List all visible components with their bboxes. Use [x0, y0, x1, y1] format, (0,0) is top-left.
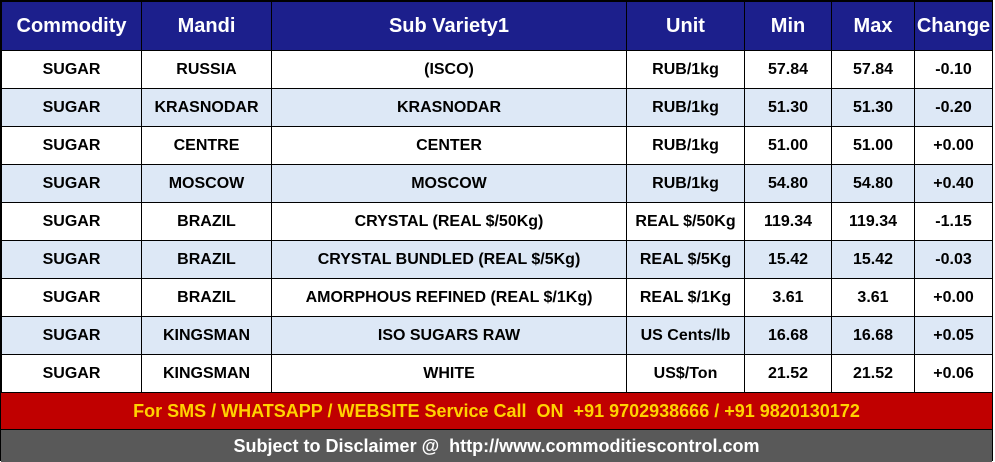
- table-row: SUGAR KRASNODAR KRASNODAR RUB/1kg 51.30 51.30…: [1, 88, 993, 127]
- table-cell: RUSSIA: [141, 50, 272, 89]
- table-cell: 119.34: [831, 202, 915, 241]
- table-row: SUGAR KINGSMAN WHITE US$/Ton 21.52 21.52 +0.06: [1, 354, 993, 393]
- table-cell: MOSCOW: [141, 164, 272, 203]
- table-cell: CENTER: [271, 126, 627, 165]
- column-header: Unit: [626, 1, 745, 51]
- table-cell: 51.30: [831, 88, 915, 127]
- table-cell: RUB/1kg: [626, 88, 745, 127]
- table-cell: -0.10: [914, 50, 993, 89]
- table-cell: CRYSTAL (REAL $/50Kg): [271, 202, 627, 241]
- table-cell: 57.84: [744, 50, 832, 89]
- table-body: SUGAR RUSSIA (ISCO) RUB/1kg 57.84 57.84 -0.10 S…: [1, 50, 993, 393]
- table-cell: 51.00: [831, 126, 915, 165]
- table-cell: KRASNODAR: [141, 88, 272, 127]
- column-header: Sub Variety1: [271, 1, 627, 51]
- column-header: Max: [831, 1, 915, 51]
- table-cell: SUGAR: [1, 316, 142, 355]
- table-cell: 51.30: [744, 88, 832, 127]
- price-table: Commodity Mandi Sub Variety1 Unit Min Max Chan…: [1, 1, 993, 393]
- table-cell: 119.34: [744, 202, 832, 241]
- table-cell: 51.00: [744, 126, 832, 165]
- table-cell: RUB/1kg: [626, 126, 745, 165]
- table-cell: 54.80: [744, 164, 832, 203]
- table-cell: REAL $/5Kg: [626, 240, 745, 279]
- table-cell: -0.03: [914, 240, 993, 279]
- table-cell: CENTRE: [141, 126, 272, 165]
- table-cell: RUB/1kg: [626, 164, 745, 203]
- table-row: SUGAR RUSSIA (ISCO) RUB/1kg 57.84 57.84 -0.10: [1, 50, 993, 89]
- table-cell: KINGSMAN: [141, 354, 272, 393]
- table-cell: +0.06: [914, 354, 993, 393]
- table-cell: -0.20: [914, 88, 993, 127]
- table-cell: RUB/1kg: [626, 50, 745, 89]
- table-cell: US$/Ton: [626, 354, 745, 393]
- table-row: SUGAR BRAZIL CRYSTAL (REAL $/50Kg) REAL $/5…: [1, 202, 993, 241]
- table-cell: +0.40: [914, 164, 993, 203]
- table-cell: BRAZIL: [141, 240, 272, 279]
- table-cell: SUGAR: [1, 164, 142, 203]
- table-cell: SUGAR: [1, 50, 142, 89]
- table-row: SUGAR CENTRE CENTER RUB/1kg 51.00 51.00 +0.00: [1, 126, 993, 165]
- table-cell: REAL $/50Kg: [626, 202, 745, 241]
- table-cell: SUGAR: [1, 354, 142, 393]
- table-cell: +0.00: [914, 278, 993, 317]
- table-cell: 15.42: [744, 240, 832, 279]
- column-header: Commodity: [1, 1, 142, 51]
- table-cell: 57.84: [831, 50, 915, 89]
- column-header: Change: [914, 1, 993, 51]
- table-row: SUGAR KINGSMAN ISO SUGARS RAW US Cents/lb 16…: [1, 316, 993, 355]
- table-cell: 21.52: [744, 354, 832, 393]
- column-header: Min: [744, 1, 832, 51]
- table-cell: (ISCO): [271, 50, 627, 89]
- table-cell: SUGAR: [1, 202, 142, 241]
- table-cell: AMORPHOUS REFINED (REAL $/1Kg): [271, 278, 627, 317]
- table-cell: +0.00: [914, 126, 993, 165]
- table-cell: MOSCOW: [271, 164, 627, 203]
- table-cell: BRAZIL: [141, 278, 272, 317]
- table-cell: SUGAR: [1, 88, 142, 127]
- header-row: Commodity Mandi Sub Variety1 Unit Min Max Chan…: [1, 1, 993, 51]
- table-row: SUGAR BRAZIL AMORPHOUS REFINED (REAL $/1Kg…: [1, 278, 993, 317]
- table-cell: SUGAR: [1, 240, 142, 279]
- table-cell: KINGSMAN: [141, 316, 272, 355]
- table-cell: 3.61: [831, 278, 915, 317]
- column-header: Mandi: [141, 1, 272, 51]
- contact-banner: For SMS / WHATSAPP / WEBSITE Service Cal…: [1, 393, 992, 430]
- table-cell: CRYSTAL BUNDLED (REAL $/5Kg): [271, 240, 627, 279]
- table-cell: 3.61: [744, 278, 832, 317]
- table-cell: SUGAR: [1, 278, 142, 317]
- table-cell: BRAZIL: [141, 202, 272, 241]
- table-cell: WHITE: [271, 354, 627, 393]
- table-cell: 15.42: [831, 240, 915, 279]
- table-cell: -1.15: [914, 202, 993, 241]
- table-row: SUGAR BRAZIL CRYSTAL BUNDLED (REAL $/5Kg) R…: [1, 240, 993, 279]
- table-row: SUGAR MOSCOW MOSCOW RUB/1kg 54.80 54.80 +0.40: [1, 164, 993, 203]
- table-cell: ISO SUGARS RAW: [271, 316, 627, 355]
- table-cell: KRASNODAR: [271, 88, 627, 127]
- table-cell: 16.68: [744, 316, 832, 355]
- table-cell: 21.52: [831, 354, 915, 393]
- table-cell: US Cents/lb: [626, 316, 745, 355]
- table-cell: 16.68: [831, 316, 915, 355]
- disclaimer-banner: Subject to Disclaimer @ http://www.commo…: [1, 430, 992, 462]
- table-cell: 54.80: [831, 164, 915, 203]
- table-cell: SUGAR: [1, 126, 142, 165]
- table-cell: +0.05: [914, 316, 993, 355]
- table-cell: REAL $/1Kg: [626, 278, 745, 317]
